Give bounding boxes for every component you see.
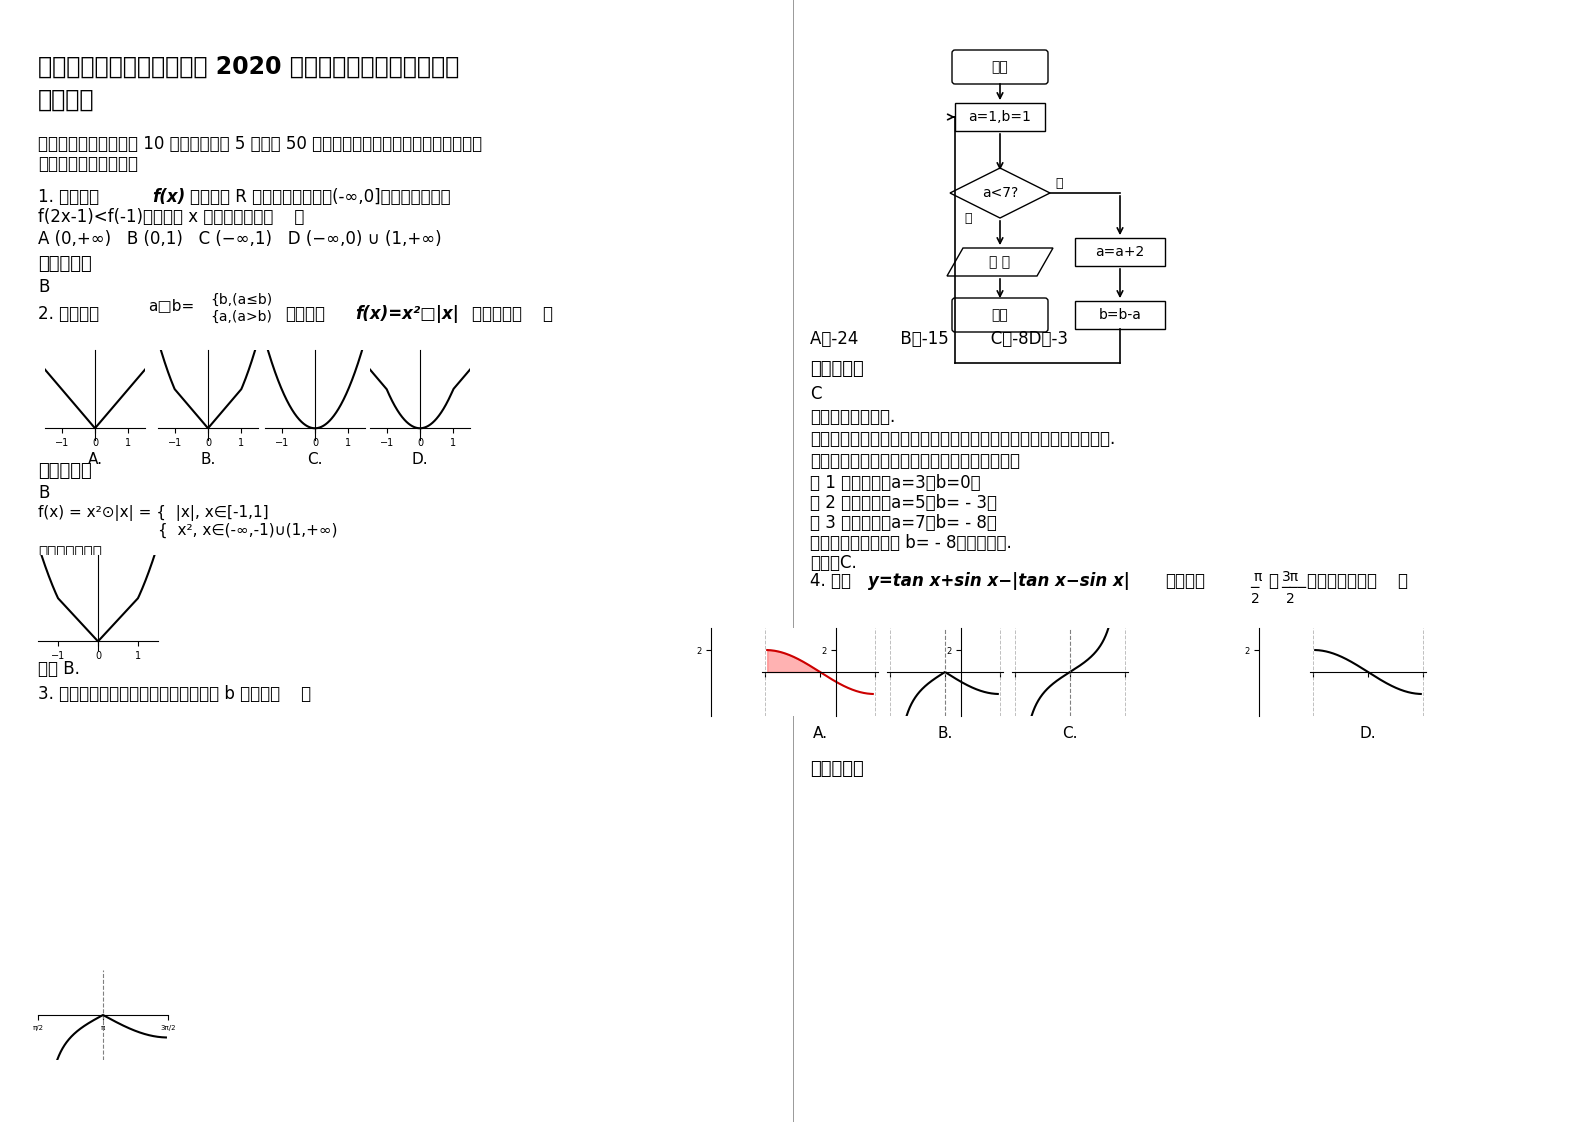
Text: 参考答案：: 参考答案： — [38, 255, 92, 273]
Text: ，则函数: ，则函数 — [286, 305, 325, 323]
Text: 参考答案：: 参考答案： — [38, 462, 92, 480]
Text: f(2x-1)<f(-1)，则实数 x 的取值范围是（    ）: f(2x-1)<f(-1)，则实数 x 的取值范围是（ ） — [38, 208, 305, 226]
Text: 参考答案：: 参考答案： — [809, 760, 863, 778]
Text: 【分析】模拟程序框图的运行过程，即可得出程序运行后输出的结果.: 【分析】模拟程序框图的运行过程，即可得出程序运行后输出的结果. — [809, 430, 1116, 448]
Text: 卷含解析: 卷含解析 — [38, 88, 95, 112]
Text: ───: ─── — [1281, 581, 1306, 595]
Text: 3π: 3π — [1282, 570, 1300, 583]
Text: 是: 是 — [1055, 176, 1063, 190]
Text: b=b-a: b=b-a — [1098, 309, 1141, 322]
Text: 一、选择题：本大题共 10 小题，每小题 5 分，共 50 分。在每小题给出的四个选项中，只有: 一、选择题：本大题共 10 小题，每小题 5 分，共 50 分。在每小题给出的四… — [38, 135, 482, 153]
Text: C: C — [809, 385, 822, 403]
Text: ─: ─ — [1251, 581, 1258, 595]
Text: ，: ， — [1268, 572, 1278, 590]
Text: y=tan x+sin x−|tan x−sin x|: y=tan x+sin x−|tan x−sin x| — [868, 572, 1130, 590]
Text: a<7?: a<7? — [982, 186, 1019, 200]
Text: 开始: 开始 — [992, 59, 1008, 74]
Text: 4. 函数: 4. 函数 — [809, 572, 851, 590]
Text: B.: B. — [938, 726, 952, 741]
Text: 2. 定义运算: 2. 定义运算 — [38, 305, 98, 323]
Text: 第 1 次运行后，a=3，b=0；: 第 1 次运行后，a=3，b=0； — [809, 473, 981, 493]
Bar — [955, 103, 1044, 131]
Text: 【考点】程序框图.: 【考点】程序框图. — [809, 408, 895, 426]
Polygon shape — [947, 248, 1054, 276]
Text: f(x)=x²□|x|: f(x)=x²□|x| — [355, 305, 459, 323]
Text: 是定义在 R 上的偶函数，且在(-∞,0]上是减函数，若: 是定义在 R 上的偶函数，且在(-∞,0]上是减函数，若 — [190, 188, 451, 206]
Polygon shape — [951, 168, 1051, 218]
Text: 2: 2 — [1251, 592, 1260, 606]
Text: a□b=: a□b= — [148, 298, 194, 313]
Text: 在区间（: 在区间（ — [1165, 572, 1205, 590]
FancyBboxPatch shape — [952, 298, 1047, 332]
Text: 否: 否 — [965, 212, 971, 224]
Text: A.: A. — [87, 452, 103, 467]
Text: a=a+2: a=a+2 — [1095, 245, 1144, 259]
Text: 【解答】解：模拟程序框图的运行过程，如下：: 【解答】解：模拟程序框图的运行过程，如下： — [809, 452, 1020, 470]
Text: 此时终止循环，输出 b= - 8，程序结束.: 此时终止循环，输出 b= - 8，程序结束. — [809, 534, 1013, 552]
Text: C.: C. — [308, 452, 322, 467]
Text: 是一个符合题目要求的: 是一个符合题目要求的 — [38, 155, 138, 173]
Text: f(x) = x²⊙|x| = {  |x|, x∈[-1,1]: f(x) = x²⊙|x| = { |x|, x∈[-1,1] — [38, 505, 268, 521]
Bar — [1074, 301, 1165, 329]
Text: B: B — [38, 484, 49, 502]
FancyBboxPatch shape — [952, 50, 1047, 84]
Text: B: B — [38, 278, 49, 296]
Text: {a,(a>b): {a,(a>b) — [209, 310, 271, 324]
Bar — [1074, 238, 1165, 266]
Text: 第 3 次运行后，a=7，b= - 8；: 第 3 次运行后，a=7，b= - 8； — [809, 514, 997, 532]
Text: 参考答案：: 参考答案： — [809, 360, 863, 378]
Text: A (0,+∞)   B (0,1)   C (−∞,1)   D (−∞,0) ∪ (1,+∞): A (0,+∞) B (0,1) C (−∞,1) D (−∞,0) ∪ (1,… — [38, 230, 441, 248]
Text: ）内的图象是（    ）: ）内的图象是（ ） — [1308, 572, 1408, 590]
Text: {b,(a≤b): {b,(a≤b) — [209, 293, 271, 307]
Text: 第 2 次运行后，a=5，b= - 3；: 第 2 次运行后，a=5，b= - 3； — [809, 494, 997, 512]
Text: π: π — [1254, 570, 1262, 583]
Text: 故选：C.: 故选：C. — [809, 554, 857, 572]
Text: D.: D. — [411, 452, 428, 467]
Text: C.: C. — [1062, 726, 1078, 741]
Text: 故选 B.: 故选 B. — [38, 660, 79, 678]
Text: 结束: 结束 — [992, 309, 1008, 322]
Text: {  x², x∈(-∞,-1)∪(1,+∞): { x², x∈(-∞,-1)∪(1,+∞) — [159, 523, 338, 539]
Text: 作出函数图象：: 作出函数图象： — [38, 545, 102, 560]
Text: a=1,b=1: a=1,b=1 — [968, 110, 1032, 125]
Text: 的图象是（    ）: 的图象是（ ） — [471, 305, 552, 323]
Text: D.: D. — [1360, 726, 1376, 741]
Text: A．-24        B．-15        C．-8D．-3: A．-24 B．-15 C．-8D．-3 — [809, 330, 1068, 348]
Text: f(x): f(x) — [152, 188, 186, 206]
Text: B.: B. — [200, 452, 216, 467]
Text: 3. 执行如图所示的程序框图，则输出的 b 值等于（    ）: 3. 执行如图所示的程序框图，则输出的 b 值等于（ ） — [38, 686, 311, 703]
Text: 2: 2 — [1285, 592, 1295, 606]
Text: 广东省湛江市遂溪新桥中学 2020 年高一数学理上学期期末试: 广东省湛江市遂溪新桥中学 2020 年高一数学理上学期期末试 — [38, 55, 459, 79]
Text: 1. 已知函数: 1. 已知函数 — [38, 188, 98, 206]
Text: A.: A. — [813, 726, 827, 741]
Text: 输 出: 输 出 — [989, 255, 1011, 269]
